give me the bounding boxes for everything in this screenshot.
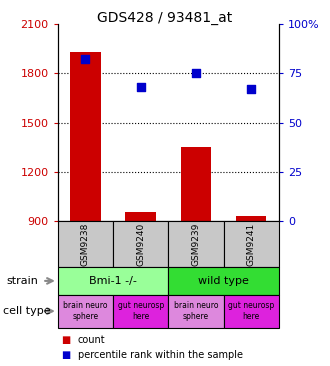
Bar (181, 147, 211, 221)
Text: brain neuro
sphere: brain neuro sphere (63, 301, 108, 321)
Text: wild type: wild type (198, 276, 249, 286)
Bar (70, 52, 101, 221)
Text: percentile rank within the sample: percentile rank within the sample (78, 350, 243, 360)
Point (138, 84, 143, 90)
Point (193, 70, 199, 76)
Text: GSM9240: GSM9240 (136, 223, 145, 266)
Bar (58, 295, 113, 328)
Text: ■: ■ (61, 335, 70, 346)
Bar (58, 267, 168, 295)
Bar (224, 295, 279, 328)
Bar (224, 221, 279, 267)
Bar (168, 221, 224, 267)
Point (248, 86, 254, 92)
Text: cell type: cell type (3, 306, 51, 316)
Text: brain neuro
sphere: brain neuro sphere (174, 301, 218, 321)
Bar (125, 212, 156, 221)
Point (83, 56, 88, 62)
Text: gut neurosp
here: gut neurosp here (117, 301, 164, 321)
Text: ■: ■ (61, 350, 70, 360)
Text: count: count (78, 335, 105, 346)
Bar (113, 295, 168, 328)
Text: GSM9238: GSM9238 (81, 223, 90, 266)
Text: strain: strain (7, 276, 39, 286)
Bar (168, 267, 279, 295)
Text: gut neurosp
here: gut neurosp here (228, 301, 274, 321)
Text: GSM9239: GSM9239 (191, 223, 200, 266)
Bar (113, 221, 168, 267)
Text: Bmi-1 -/-: Bmi-1 -/- (89, 276, 137, 286)
Bar (236, 216, 266, 221)
Bar (168, 295, 224, 328)
Text: GDS428 / 93481_at: GDS428 / 93481_at (97, 11, 233, 25)
Text: GSM9241: GSM9241 (247, 223, 256, 266)
Bar (58, 221, 113, 267)
